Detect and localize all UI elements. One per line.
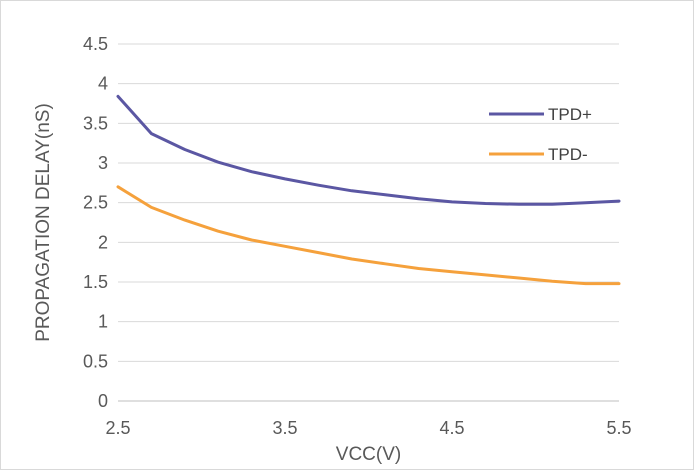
y-tick-label: 2 (98, 232, 108, 252)
y-tick-label: 2.5 (83, 193, 108, 213)
x-tick-label: 3.5 (272, 418, 297, 438)
x-tick-label: 5.5 (606, 418, 631, 438)
y-tick-label: 4 (98, 74, 108, 94)
legend-label: TPD+ (548, 105, 592, 124)
series-lines (116, 94, 621, 286)
y-tick-label: 0.5 (83, 351, 108, 371)
legend-label: TPD- (548, 145, 588, 164)
y-tick-label: 0 (98, 391, 108, 411)
x-tick-label: 4.5 (439, 418, 464, 438)
y-tick-label: 3 (98, 153, 108, 173)
y-axis-title: PROPAGATION DELAY(nS) (33, 103, 54, 342)
series-line-tpd (116, 94, 621, 206)
y-tick-label: 4.5 (83, 34, 108, 54)
y-tick-label: 1 (98, 312, 108, 332)
series-line-tpd (116, 185, 621, 286)
y-tick-label: 1.5 (83, 272, 108, 292)
gridlines (118, 43, 619, 402)
y-tick-label: 3.5 (83, 113, 108, 133)
tick-labels: 0 0.5 1 1.5 2 2.5 3 3.5 4 4.5 2.5 3.5 4.5 5.5 (83, 34, 632, 438)
legend: TPD+ TPD- (489, 105, 592, 164)
x-axis-title: VCC(V) (336, 444, 401, 465)
x-tick-label: 2.5 (105, 418, 130, 438)
